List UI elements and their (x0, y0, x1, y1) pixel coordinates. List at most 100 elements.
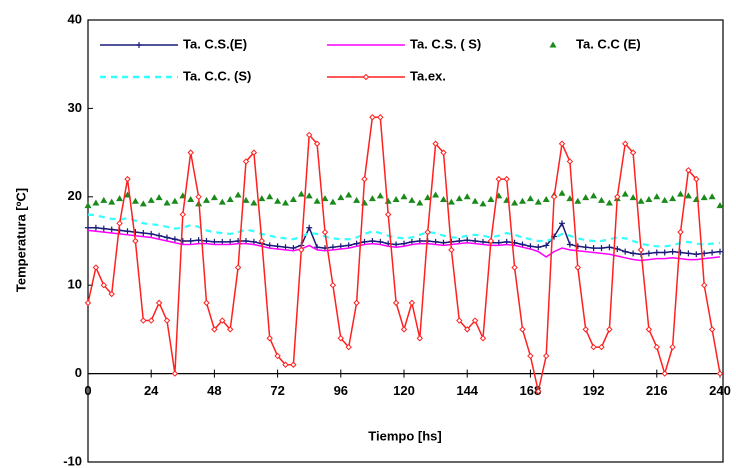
legend-label: Ta.ex. (410, 68, 446, 83)
plus-marker (590, 245, 597, 252)
triangle-marker (376, 192, 384, 199)
diamond-marker (685, 167, 692, 174)
plus-marker (148, 230, 155, 237)
triangle-marker (549, 41, 557, 48)
diamond-marker (392, 299, 400, 307)
plus-marker (598, 245, 605, 252)
x-tick-label: 96 (334, 383, 348, 398)
y-tick-label: 40 (68, 11, 82, 26)
x-tick-label: 24 (144, 383, 159, 398)
diamond-marker (163, 317, 171, 324)
diamond-marker (187, 149, 194, 156)
plus-marker (195, 237, 202, 244)
diamond-marker (535, 388, 542, 395)
triangle-marker (629, 194, 637, 201)
triangle-marker (708, 193, 716, 200)
diamond-marker (503, 175, 510, 183)
triangle-marker (384, 197, 392, 204)
triangle-marker (526, 195, 534, 202)
diamond-marker (92, 264, 100, 271)
triangle-marker (242, 196, 250, 203)
diamond-marker (219, 317, 226, 324)
plus-marker (622, 248, 629, 255)
triangle-marker (92, 199, 100, 206)
triangle-marker (424, 194, 432, 201)
triangle-marker (637, 197, 645, 204)
diamond-marker (290, 361, 297, 368)
plus-marker (156, 232, 163, 239)
plus-marker (606, 244, 613, 251)
diamond-marker (100, 281, 108, 289)
diamond-marker (361, 175, 368, 183)
plus-marker (108, 226, 115, 233)
diamond-marker (645, 326, 653, 333)
diamond-marker (132, 237, 139, 245)
triangle-marker (645, 195, 653, 202)
diamond-marker (614, 193, 621, 201)
diamond-marker (305, 131, 313, 139)
plus-marker (559, 220, 565, 227)
triangle-marker (542, 195, 550, 202)
diamond-marker (155, 299, 163, 307)
triangle-marker (463, 193, 471, 200)
triangle-marker (621, 190, 629, 197)
triangle-marker (574, 197, 582, 204)
y-tick-label: 30 (68, 100, 82, 115)
triangle-marker (669, 195, 677, 202)
y-tick-label: 20 (68, 188, 82, 203)
x-tick-label: 240 (709, 383, 731, 398)
plus-marker (187, 238, 194, 244)
diamond-marker (511, 264, 518, 271)
diamond-marker (495, 175, 503, 183)
diamond-marker (345, 343, 352, 351)
diamond-marker (116, 220, 123, 227)
triangle-marker (455, 195, 463, 202)
diamond-marker (527, 352, 534, 360)
triangle-marker (511, 199, 519, 206)
plus-marker (661, 249, 668, 256)
diamond-marker (550, 193, 558, 201)
triangle-marker (203, 196, 210, 203)
diamond-marker (234, 264, 242, 271)
triangle-marker (716, 202, 724, 209)
diamond-marker (440, 149, 447, 156)
triangle-marker (677, 190, 684, 197)
diamond-marker (519, 326, 526, 333)
diamond-marker (211, 326, 218, 333)
triangle-marker (361, 199, 368, 206)
x-tick-label: 0 (84, 383, 91, 398)
plus-marker (614, 245, 621, 252)
triangle-marker (250, 199, 258, 206)
plus-marker (100, 225, 107, 232)
triangle-marker (661, 196, 669, 203)
triangle-marker (534, 198, 542, 205)
triangle-marker (582, 194, 590, 201)
plus-marker (645, 250, 652, 257)
diamond-marker (558, 140, 566, 147)
diamond-marker (242, 158, 250, 165)
diamond-marker (298, 246, 305, 254)
diamond-marker (108, 290, 115, 298)
plus-marker (92, 224, 99, 231)
triangle-marker (558, 189, 566, 196)
triangle-marker (605, 199, 613, 206)
legend-label: Ta. C.C (E) (576, 36, 641, 51)
triangle-marker (345, 191, 353, 198)
triangle-marker (116, 195, 124, 202)
legend-label: Ta. C.S.(E) (183, 36, 247, 51)
diamond-marker (84, 299, 92, 307)
legend-label: Ta. C.C. (S) (183, 68, 251, 83)
x-tick-label: 144 (456, 383, 478, 398)
diamond-marker (432, 140, 439, 147)
diamond-marker (598, 343, 605, 351)
diamond-marker (677, 228, 684, 236)
triangle-marker (163, 199, 171, 206)
plus-marker (164, 234, 170, 241)
triangle-marker (234, 191, 242, 198)
diamond-marker (471, 317, 479, 324)
triangle-marker (131, 197, 139, 204)
diamond-marker (195, 193, 202, 201)
diamond-marker (250, 149, 258, 156)
triangle-marker (297, 190, 305, 197)
x-tick-label: 120 (393, 383, 415, 398)
